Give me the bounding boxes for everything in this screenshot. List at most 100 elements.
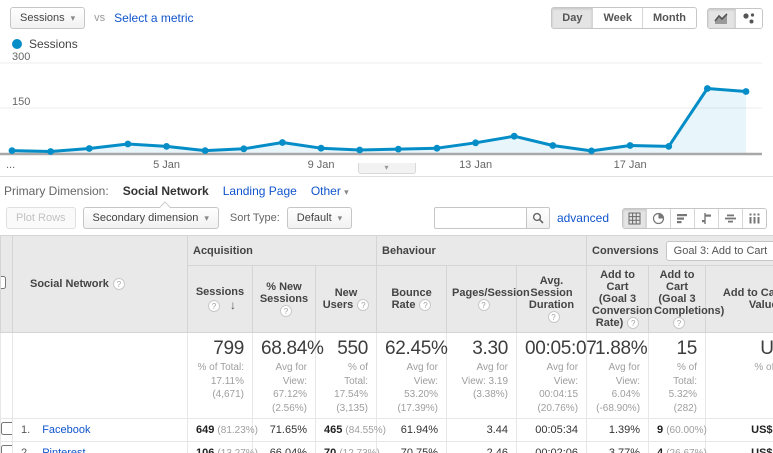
metric-cell: 3.44	[446, 418, 518, 443]
metric-cell: 9 (60.00%)	[648, 418, 707, 443]
help-icon[interactable]: ?	[112, 278, 125, 291]
metric-cell: 2.46	[446, 441, 518, 453]
metric-cell: 465 (84.55%)	[314, 418, 386, 443]
summary-label-cell	[12, 332, 188, 420]
sort-descending-icon: ↓	[230, 298, 237, 312]
svg-text:...: ...	[6, 159, 15, 171]
svg-text:150: 150	[12, 96, 30, 108]
column-header-new-sessions[interactable]: % New Sessions?	[252, 264, 316, 334]
advanced-search-link[interactable]: advanced	[556, 211, 609, 225]
metric-selector-dropdown[interactable]: Sessions ▾	[10, 7, 86, 29]
metric-header-row: Sessions? ↓ % New Sessions? New Users? B…	[1, 264, 773, 334]
select-metric-link[interactable]: Select a metric	[114, 11, 194, 25]
metric-cell: 70.75%	[376, 441, 448, 453]
select-all-checkbox[interactable]	[1, 276, 6, 290]
row-checkbox[interactable]	[1, 422, 12, 436]
granularity-week-button[interactable]: Week	[592, 8, 643, 28]
column-header-goal-completions[interactable]: Add to Cart (Goal 3 Completions)?	[648, 264, 724, 334]
help-icon[interactable]: ?	[207, 300, 220, 313]
chevron-down-icon: ▾	[70, 12, 76, 23]
dimension-social-network[interactable]: Social Network	[123, 184, 209, 213]
column-header-goal-value[interactable]: Add to Cart (Goal 3 Value)?	[705, 264, 773, 334]
line-chart-button[interactable]	[708, 8, 735, 28]
chevron-down-icon: ▾	[204, 212, 209, 223]
column-header-sessions[interactable]: Sessions? ↓	[187, 264, 253, 334]
line-chart-icon	[714, 12, 728, 24]
search-button[interactable]	[525, 207, 550, 229]
column-header-pages-session[interactable]: Pages/Session?	[446, 264, 530, 334]
secondary-dimension-dropdown[interactable]: Secondary dimension ▾	[82, 207, 219, 229]
metric-cell: 70 (12.73%)	[314, 441, 380, 453]
metric-cell: 4 (26.67%)	[648, 441, 707, 453]
row-index: 2.	[21, 447, 30, 453]
row-checkbox-cell	[0, 418, 13, 443]
vs-label: vs	[94, 12, 106, 24]
comparison-view-button[interactable]	[694, 208, 718, 228]
help-icon[interactable]: ?	[627, 317, 640, 330]
search-input[interactable]	[433, 207, 526, 229]
summary-completions: 15% of Total: 5.32% (282)	[648, 332, 707, 420]
summary-goal-value: US$0.00% of Total: 0.00% (US$0.00)	[705, 332, 773, 420]
search-icon	[532, 212, 544, 224]
dimension-other[interactable]: Other ▾	[310, 184, 349, 198]
column-header-new-users[interactable]: New Users?	[314, 264, 378, 334]
metric-cell: 61.94%	[376, 418, 448, 443]
term-cloud-view-button[interactable]	[718, 208, 742, 228]
metric-cell: 3.77%	[586, 441, 650, 453]
metric-cell: 649 (81.23%)	[187, 418, 258, 443]
help-icon[interactable]: ?	[673, 317, 686, 330]
pivot-view-button[interactable]	[742, 208, 766, 228]
granularity-month-button[interactable]: Month	[642, 8, 696, 28]
granularity-switcher: Day Week Month	[551, 7, 697, 29]
dimension-landing-page[interactable]: Landing Page	[222, 184, 297, 198]
summary-checkbox-cell	[0, 332, 13, 420]
help-icon[interactable]: ?	[280, 305, 292, 318]
column-header-bounce-rate[interactable]: Bounce Rate?	[376, 264, 448, 334]
chevron-down-icon: ▾	[337, 212, 343, 223]
motion-chart-button[interactable]	[735, 8, 762, 28]
sort-type-label: Sort Type:	[229, 212, 280, 224]
social-network-link[interactable]: Pinterest	[42, 447, 85, 453]
percentage-view-button[interactable]	[646, 208, 670, 228]
social-network-table: Social Network? Acquisition Behaviour Co…	[0, 234, 773, 453]
metric-cell: 66.04%	[252, 441, 316, 453]
sessions-line-chart: 150 300... 5 Jan 9 Jan 13 Jan 17 Jan	[0, 51, 773, 175]
table-row: 2. Pinterest 106 (13.27%)66.04%70 (12.73%)…	[0, 441, 773, 453]
help-icon[interactable]: ?	[357, 299, 370, 312]
column-header-session-duration[interactable]: Avg. Session Duration?	[516, 264, 588, 334]
goal-selector-dropdown[interactable]: Goal 3: Add to Cart ▾	[665, 240, 773, 261]
group-header-acquisition: Acquisition	[186, 235, 378, 266]
chart-legend: Sessions	[0, 33, 773, 51]
chart-section: 150 300... 5 Jan 9 Jan 13 Jan 17 Jan ▾	[0, 51, 773, 177]
group-header-row: Social Network? Acquisition Behaviour Co…	[0, 234, 773, 334]
comparison-bars-icon	[702, 212, 711, 224]
summary-session-duration: 00:05:07 Avg for View: 00:04:15 (20.76%)	[516, 332, 597, 420]
chart-type-switcher	[707, 7, 763, 29]
pivot-icon	[749, 213, 760, 223]
performance-view-button[interactable]	[670, 208, 694, 228]
legend-label: Sessions	[29, 37, 78, 51]
table-toolbar: Plot Rows Secondary dimension ▾ Sort Typ…	[0, 203, 773, 235]
row-checkbox[interactable]	[1, 445, 12, 453]
svg-text:300: 300	[12, 51, 30, 63]
social-network-link[interactable]: Facebook	[42, 424, 91, 437]
table-search	[433, 207, 550, 229]
pie-chart-icon	[652, 212, 665, 224]
metric-cell: 1.39%	[586, 418, 650, 443]
granularity-day-button[interactable]: Day	[552, 8, 593, 28]
metric-cell: 00:05:34	[516, 418, 588, 443]
help-icon[interactable]: ?	[547, 311, 560, 324]
plot-rows-button[interactable]: Plot Rows	[6, 207, 76, 229]
data-view-button[interactable]	[623, 208, 646, 228]
sort-type-dropdown[interactable]: Default ▾	[286, 207, 353, 229]
group-header-conversions: Conversions Goal 3: Add to Cart ▾	[586, 235, 773, 266]
column-header-goal-conversion-rate[interactable]: Add to Cart (Goal 3 Conversion Rate)?	[586, 264, 653, 334]
chart-controls-bar: Sessions ▾ vs Select a metric Day Week M…	[0, 0, 773, 33]
help-icon[interactable]: ?	[419, 299, 432, 312]
help-icon[interactable]: ?	[477, 299, 490, 312]
column-header-social-network[interactable]: Social Network?	[12, 234, 188, 334]
summary-bounce-rate: 62.45% Avg for View: 53.20% (17.39%)	[376, 332, 448, 420]
chart-collapse-handle[interactable]: ▾	[357, 163, 416, 174]
primary-dimension-label: Primary Dimension:	[4, 184, 109, 198]
row-index: 1.	[21, 424, 31, 437]
